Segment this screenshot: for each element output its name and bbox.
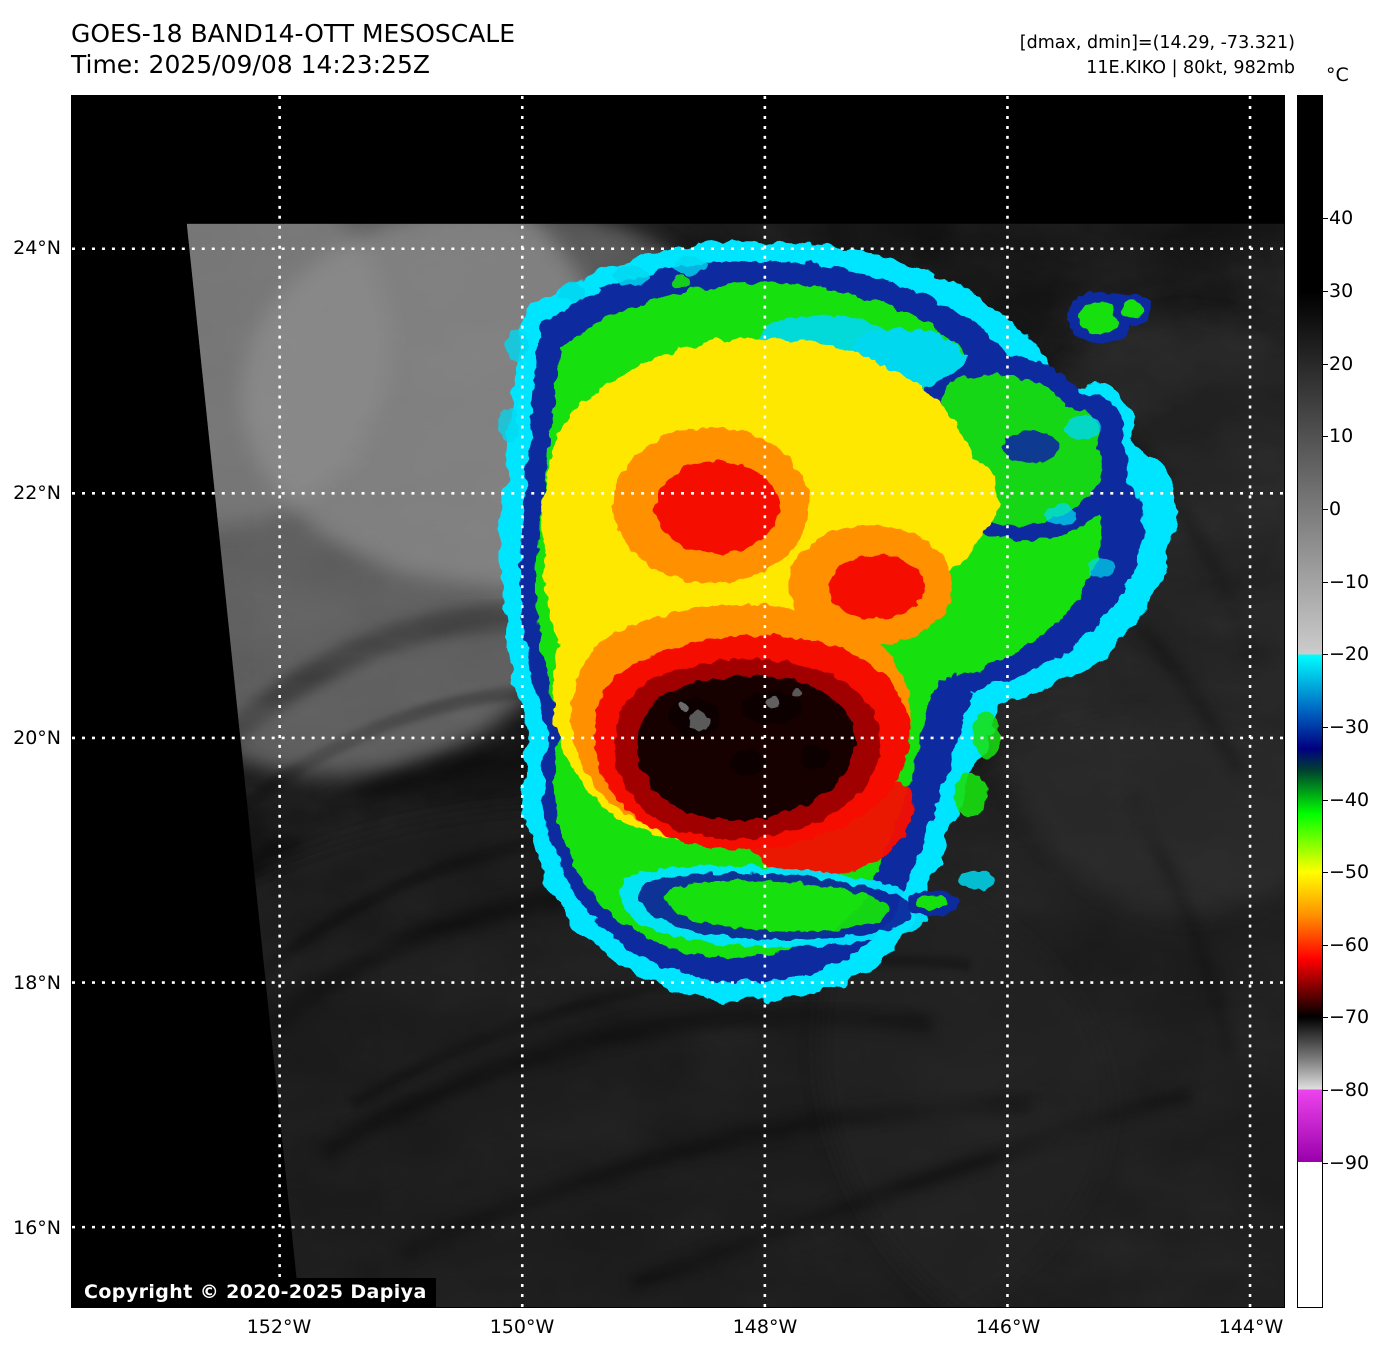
colorbar-tick-label: 0: [1329, 498, 1342, 521]
x-tick-label: 148°W: [732, 1316, 798, 1338]
colorbar-tick-label: −40: [1329, 788, 1370, 811]
colorbar-tick-mark: [1323, 799, 1328, 801]
x-tick-label: 144°W: [1218, 1316, 1284, 1338]
colorbar-tick-label: −30: [1329, 715, 1370, 738]
lat-lon-gridlines: [72, 96, 1284, 1307]
y-tick-label: 22°N: [13, 482, 61, 504]
colorbar-tick-mark: [1323, 1162, 1328, 1164]
colorbar-tick-mark: [1323, 1090, 1328, 1092]
header-title-block: GOES-18 BAND14-OTT MESOSCALE Time: 2025/0…: [71, 18, 515, 80]
colorbar-tick-mark: [1323, 1017, 1328, 1019]
storm-info-label: 11E.KIKO | 80kt, 982mb: [1086, 58, 1295, 78]
page-title: GOES-18 BAND14-OTT MESOSCALE: [71, 19, 516, 48]
colorbar-tick-label: −70: [1329, 1006, 1370, 1029]
x-tick-label: 146°W: [975, 1316, 1041, 1338]
y-tick-label: 16°N: [13, 1217, 61, 1239]
colorbar-tick-mark: [1323, 654, 1328, 656]
x-tick-label: 152°W: [246, 1316, 312, 1338]
colorbar-tick-label: 30: [1329, 280, 1354, 303]
colorbar-tick-label: −20: [1329, 643, 1370, 666]
colorbar-tick-mark: [1323, 363, 1328, 365]
colorbar-tick-mark: [1323, 436, 1328, 438]
x-tick-label: 150°W: [489, 1316, 555, 1338]
y-tick-label: 18°N: [13, 972, 61, 994]
colorbar-tick-mark: [1323, 581, 1328, 583]
data-minmax-label: [dmax, dmin]=(14.29, -73.321): [1019, 33, 1295, 53]
colorbar-gradient: [1298, 96, 1322, 1307]
colorbar-tick-mark: [1323, 872, 1328, 874]
header-stats-block: [dmax, dmin]=(14.29, -73.321) 11E.KIKO | …: [1020, 31, 1295, 81]
colorbar-tick-label: −80: [1329, 1079, 1370, 1102]
colorbar-tick-mark: [1323, 291, 1328, 293]
y-tick-label: 20°N: [13, 727, 61, 749]
colorbar-tick-label: 20: [1329, 352, 1354, 375]
colorbar-tick-label: −60: [1329, 933, 1370, 956]
colorbar-tick-mark: [1323, 509, 1328, 511]
colorbar-tick-label: −90: [1329, 1151, 1370, 1174]
colorbar[interactable]: [1297, 95, 1323, 1308]
timestamp-label: Time: 2025/09/08 14:23:25Z: [71, 50, 430, 79]
y-tick-label: 24°N: [13, 237, 61, 259]
copyright-watermark: Copyright © 2020-2025 Dapiya: [75, 1278, 436, 1307]
colorbar-tick-mark: [1323, 218, 1328, 220]
colorbar-tick-mark: [1323, 726, 1328, 728]
colorbar-tick-mark: [1323, 944, 1328, 946]
colorbar-tick-label: −10: [1329, 570, 1370, 593]
colorbar-tick-label: 40: [1329, 207, 1354, 230]
colorbar-unit-label: °C: [1326, 64, 1349, 86]
colorbar-tick-label: 10: [1329, 425, 1354, 448]
satellite-imagery-svg: [72, 96, 1284, 1307]
colorbar-tick-label: −50: [1329, 861, 1370, 884]
satellite-map-canvas[interactable]: [71, 95, 1285, 1308]
